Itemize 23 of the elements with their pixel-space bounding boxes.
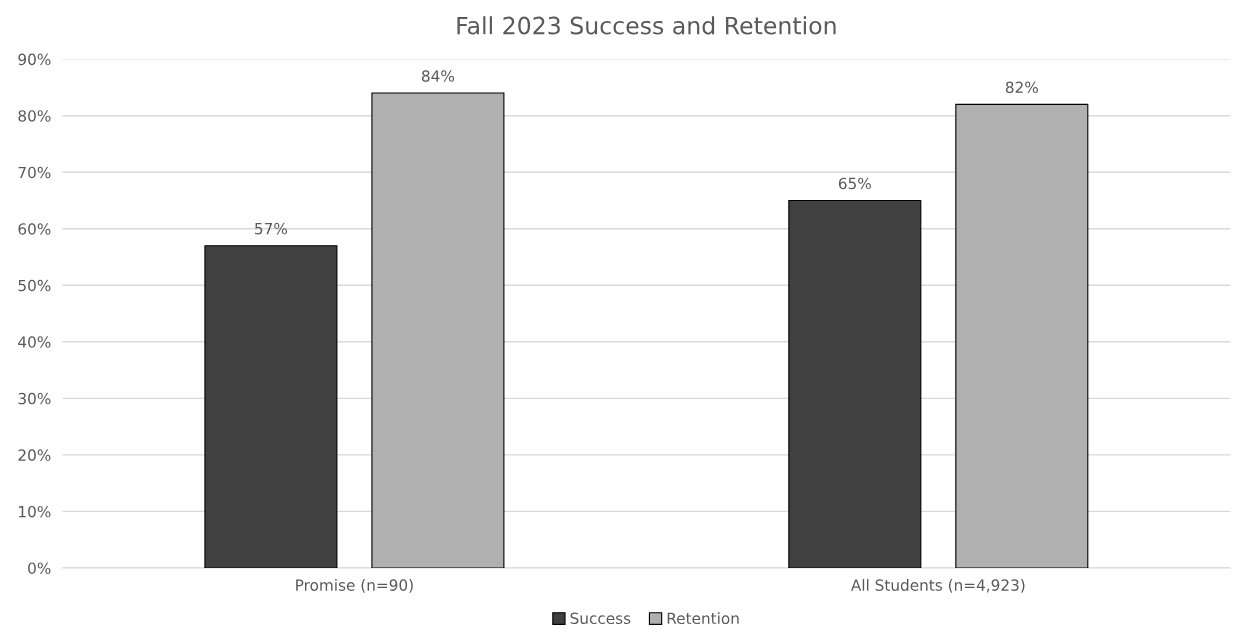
legend-label: Success (570, 612, 631, 625)
data-label: 82% (1005, 81, 1038, 94)
data-label: 84% (421, 70, 455, 82)
bar (788, 199, 922, 568)
chart-title: Fall 2023 Success and Retention (457, 16, 836, 35)
y-tick-label: 70% (18, 166, 51, 179)
y-tick-label: 20% (18, 449, 51, 461)
y-tick-label: 40% (18, 336, 51, 348)
bar (204, 245, 338, 568)
legend-label: Retention (667, 612, 739, 625)
bar (371, 92, 505, 568)
data-label: 65% (838, 177, 871, 190)
y-tick-label: 30% (18, 392, 51, 405)
y-tick-label: 80% (18, 110, 51, 122)
bar (955, 103, 1089, 568)
x-tick-label: Promise (n=90) (296, 579, 413, 593)
y-tick-label: 90% (18, 53, 51, 66)
data-label: 57% (255, 222, 288, 235)
y-tick-label: 0% (28, 562, 51, 574)
x-tick-label: All Students (n=4,923) (850, 579, 1025, 593)
y-tick-label: 50% (18, 279, 51, 292)
y-tick-label: 10% (19, 505, 51, 518)
y-tick-label: 60% (18, 223, 51, 235)
